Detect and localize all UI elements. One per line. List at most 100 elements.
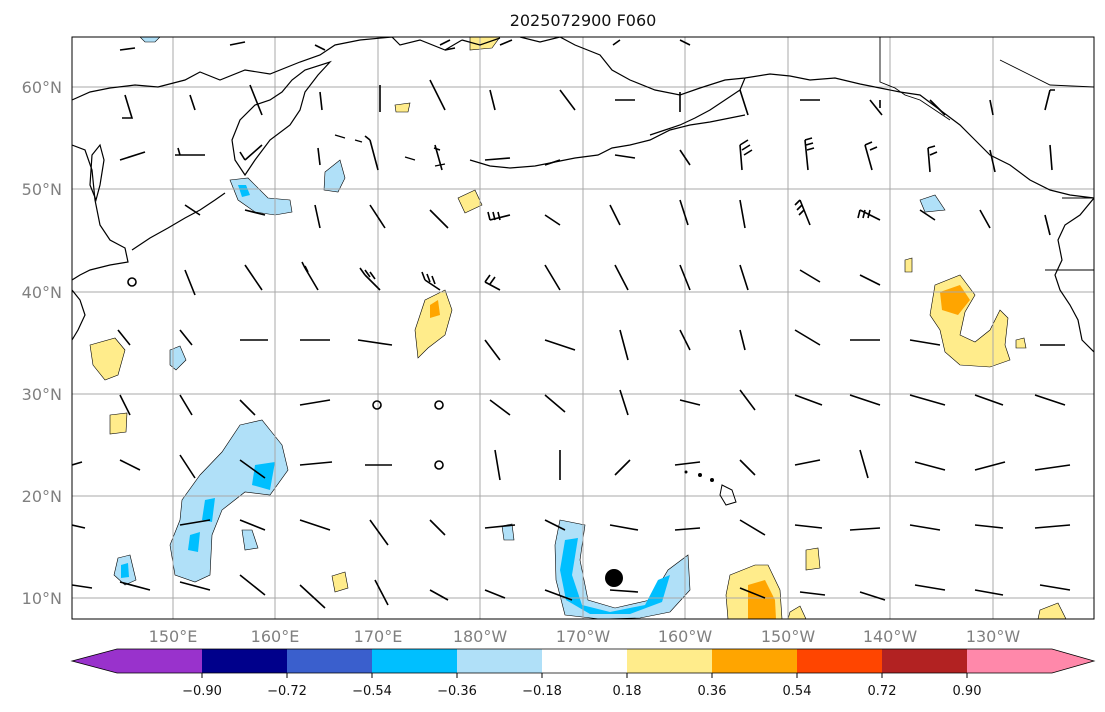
shaded-region-light-blue	[139, 37, 161, 43]
colorbar: −0.90 −0.72 −0.54 −0.36 −0.18 0.18 0.36 …	[70, 648, 1096, 699]
shaded-region-blue	[202, 498, 215, 522]
coastline-alaska-peninsula	[649, 77, 746, 136]
wind-barbs	[72, 39, 1071, 609]
colorbar-segment	[457, 649, 542, 673]
shaded-region-light-yellow	[929, 274, 1011, 368]
shaded-region-light-blue	[241, 529, 259, 551]
colorbar-tick-label: 0.72	[868, 684, 897, 699]
lon-label: 160°W	[658, 627, 713, 646]
coastline-kamchatka	[231, 60, 332, 177]
colorbar-extend-low	[72, 649, 202, 673]
colorbar-outline	[70, 648, 1096, 674]
shaded-region-blue	[238, 185, 250, 197]
map-frame	[71, 36, 1095, 620]
wind-barb	[119, 139, 1053, 173]
shaded-region-light-yellow	[331, 571, 349, 593]
shaded-region-light-blue	[919, 194, 946, 213]
colorbar-segment	[542, 649, 627, 673]
shaded-region-blue	[560, 538, 670, 614]
shaded-region-light-yellow	[904, 257, 913, 273]
lon-label: 160°E	[251, 627, 300, 646]
shaded-region-blue	[188, 532, 200, 552]
coastline-okhotsk	[72, 144, 129, 281]
wind-barb	[72, 449, 1071, 481]
colorbar-tick-label: −0.18	[522, 684, 562, 699]
shaded-region-light-yellow	[1015, 337, 1027, 349]
colorbar-segment	[797, 649, 882, 673]
longitude-labels: 150°E 160°E 170°E 180°W 170°W 160°W 150°…	[149, 627, 1021, 646]
lon-label: 170°W	[556, 627, 611, 646]
coastline-north-america	[1054, 197, 1094, 353]
island-hawaii	[710, 478, 714, 482]
coastline-aleutians	[334, 114, 746, 169]
shaded-regions	[89, 37, 1067, 619]
border-canada-inner	[999, 59, 1094, 88]
shaded-region-orange	[430, 300, 440, 318]
shaded-region-light-blue	[169, 419, 289, 583]
colorbar-ticks	[201, 673, 968, 678]
shaded-region-light-blue	[323, 159, 346, 193]
shaded-region-light-yellow	[457, 189, 483, 214]
gridlines	[72, 37, 1094, 619]
border-canada-us	[1045, 197, 1094, 271]
lon-label: 130°W	[966, 627, 1021, 646]
colorbar-extend-high	[967, 649, 1094, 673]
shaded-region-light-blue	[169, 345, 187, 371]
wind-barb	[119, 39, 691, 51]
colorbar-segment	[287, 649, 372, 673]
coastline-bering	[461, 37, 561, 46]
colorbar-tick-label: −0.36	[437, 684, 477, 699]
wind-barb	[184, 264, 881, 296]
island-hawaii-big	[719, 484, 737, 506]
border-alaska-canada	[879, 37, 951, 121]
shaded-region-blue	[121, 563, 129, 578]
lon-label: 170°E	[354, 627, 403, 646]
wind-barb	[119, 389, 1066, 416]
lat-label: 50°N	[22, 180, 62, 199]
colorbar-segment	[627, 649, 712, 673]
shaded-region-light-yellow	[787, 605, 807, 619]
islands	[684, 470, 737, 506]
colorbar-segment	[712, 649, 797, 673]
calm-circle	[434, 400, 444, 410]
lat-label: 10°N	[22, 589, 62, 608]
lon-label: 180°W	[453, 627, 508, 646]
location-marker	[605, 569, 623, 587]
coastlines	[72, 37, 1094, 353]
wind-barb	[117, 329, 1065, 361]
colorbar-tick-label: 0.54	[783, 684, 812, 699]
lat-label: 40°N	[22, 283, 62, 302]
shaded-region-light-yellow	[414, 289, 453, 359]
shaded-region-light-yellow	[805, 547, 821, 571]
shaded-region-light-blue	[501, 523, 515, 541]
lon-label: 150°E	[149, 627, 198, 646]
colorbar-tick-label: −0.90	[182, 684, 222, 699]
coastline-japan	[72, 289, 86, 341]
latitude-labels: 60°N 50°N 40°N 30°N 20°N 10°N	[22, 78, 62, 608]
wind-barb	[122, 79, 1051, 119]
shaded-region-orange	[748, 580, 776, 619]
coastline-sakhalin	[89, 143, 105, 202]
colorbar-segment	[882, 649, 967, 673]
colorbar-tick-label: 0.90	[953, 684, 982, 699]
borders	[879, 37, 1094, 271]
island-hawaii	[698, 473, 702, 477]
lat-label: 60°N	[22, 78, 62, 97]
map-area	[72, 37, 1094, 619]
colorbar-segment	[372, 649, 457, 673]
calm-circle	[372, 400, 382, 410]
shaded-region-light-yellow	[394, 102, 411, 113]
shaded-region-light-yellow	[89, 337, 126, 381]
lon-label: 150°W	[761, 627, 816, 646]
map-title: 2025072900 F060	[510, 11, 657, 30]
lat-label: 20°N	[22, 487, 62, 506]
wind-barb	[184, 199, 1051, 236]
coastline-alaska	[559, 37, 1094, 199]
colorbar-segment	[202, 649, 287, 673]
shaded-region-light-yellow	[109, 412, 128, 435]
lon-label: 140°W	[863, 627, 918, 646]
wind-barb	[72, 519, 1071, 546]
coastline-kurils	[131, 192, 226, 251]
wind-barb	[72, 574, 1071, 609]
